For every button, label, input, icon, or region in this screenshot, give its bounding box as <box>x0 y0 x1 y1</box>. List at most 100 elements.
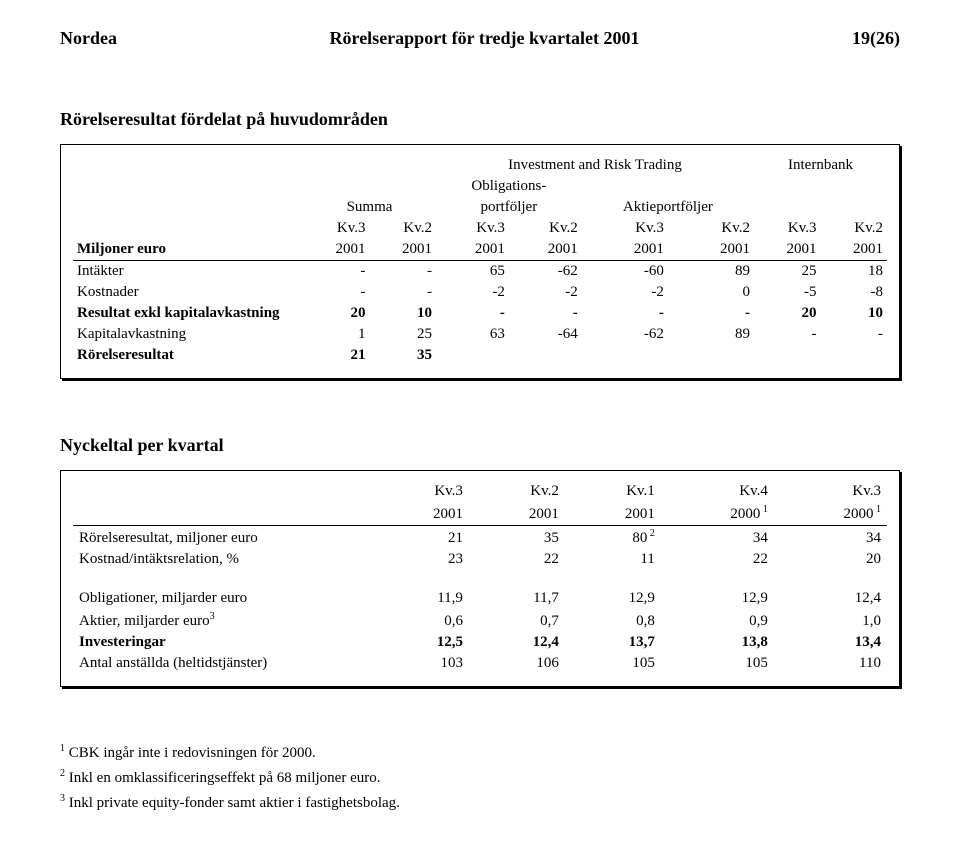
cell: 12,9 <box>661 588 774 609</box>
section2-title: Nyckeltal per kvartal <box>60 435 900 456</box>
table-row: Intäkter--65-62-60892518 <box>73 261 887 283</box>
cell: 12,9 <box>565 588 661 609</box>
t1-col-year: 2001 <box>820 239 887 261</box>
row-label: Investeringar <box>73 632 373 653</box>
cell: 0,8 <box>565 609 661 632</box>
row-label: Rörelseresultat <box>73 345 303 366</box>
cell: 34 <box>774 526 887 550</box>
table1-box: Investment and Risk Trading Internbank O… <box>60 144 900 379</box>
cell <box>509 345 582 366</box>
table-row: Resultat exkl kapitalavkastning2010----2… <box>73 303 887 324</box>
t2-col-kv: Kv.3 <box>774 481 887 502</box>
cell: 13,7 <box>565 632 661 653</box>
cell: -62 <box>509 261 582 283</box>
cell: - <box>303 282 369 303</box>
t2-col-kv: Kv.1 <box>565 481 661 502</box>
row-label: Intäkter <box>73 261 303 283</box>
table-row: Kapitalavkastning12563-64-6289-- <box>73 324 887 345</box>
t2-col-kv: Kv.4 <box>661 481 774 502</box>
row-label: Obligationer, miljarder euro <box>73 588 373 609</box>
table-row: Kostnad/intäktsrelation, %2322112220 <box>73 549 887 570</box>
t1-col-kv: Kv.3 <box>582 218 668 239</box>
cell: -8 <box>820 282 887 303</box>
cell: 0,6 <box>373 609 469 632</box>
cell: 10 <box>820 303 887 324</box>
footnote-3-text: Inkl private equity-fonder samt aktier i… <box>65 795 400 811</box>
cell: - <box>369 261 435 283</box>
cell: - <box>436 303 509 324</box>
cell: 20 <box>774 549 887 570</box>
cell: -2 <box>582 282 668 303</box>
t2-col-year: 2001 <box>469 502 565 526</box>
t1-col-year: 2001 <box>754 239 820 261</box>
footnote-2: 2 Inkl en omklassificeringseffekt på 68 … <box>60 768 900 787</box>
t1-col-kv: Kv.3 <box>303 218 369 239</box>
t1-col-year: 2001 <box>369 239 435 261</box>
page-header: Nordea Rörelserapport för tredje kvartal… <box>60 28 900 49</box>
cell: 11 <box>565 549 661 570</box>
t1-col-year: 2001 <box>582 239 668 261</box>
t1-col-kv: Kv.3 <box>436 218 509 239</box>
table-row: Antal anställda (heltidstjänster)1031061… <box>73 653 887 674</box>
page-root: Nordea Rörelserapport för tredje kvartal… <box>0 0 960 858</box>
t1-row-label: Miljoner euro <box>73 239 303 261</box>
cell: 35 <box>369 345 435 366</box>
cell: 110 <box>774 653 887 674</box>
t1-col-kv: Kv.2 <box>509 218 582 239</box>
table-row: Obligationer, miljarder euro11,911,712,9… <box>73 588 887 609</box>
section1-title: Rörelseresultat fördelat på huvudområden <box>60 109 900 130</box>
table-row: Kostnader---2-2-20-5-8 <box>73 282 887 303</box>
cell: -60 <box>582 261 668 283</box>
row-label: Antal anställda (heltidstjänster) <box>73 653 373 674</box>
row-label: Aktier, miljarder euro3 <box>73 609 373 632</box>
t1-col-kv: Kv.2 <box>369 218 435 239</box>
cell: 0,7 <box>469 609 565 632</box>
cell: 0 <box>668 282 754 303</box>
cell: -64 <box>509 324 582 345</box>
cell: 0,9 <box>661 609 774 632</box>
cell <box>668 345 754 366</box>
cell: -62 <box>582 324 668 345</box>
footnote-1: 1 CBK ingår inte i redovisningen för 200… <box>60 743 900 762</box>
cell: 12,4 <box>774 588 887 609</box>
cell: 65 <box>436 261 509 283</box>
cell: -2 <box>509 282 582 303</box>
row-label: Rörelseresultat, miljoner euro <box>73 526 373 550</box>
t1-col-year: 2001 <box>668 239 754 261</box>
t2-col-year: 2001 <box>373 502 469 526</box>
table-row: Aktier, miljarder euro30,60,70,80,91,0 <box>73 609 887 632</box>
row-label: Resultat exkl kapitalavkastning <box>73 303 303 324</box>
table-row: Rörelseresultat2135 <box>73 345 887 366</box>
t1-sub-summa: Summa <box>303 197 436 218</box>
cell: 1,0 <box>774 609 887 632</box>
t1-col-year: 2001 <box>436 239 509 261</box>
table-row: Investeringar12,512,413,713,813,4 <box>73 632 887 653</box>
t2-col-kv: Kv.3 <box>373 481 469 502</box>
t1-col-year: 2001 <box>303 239 369 261</box>
cell: 21 <box>373 526 469 550</box>
footnotes: 1 CBK ingår inte i redovisningen för 200… <box>60 743 900 812</box>
cell <box>820 345 887 366</box>
row-label: Kostnad/intäktsrelation, % <box>73 549 373 570</box>
cell: - <box>668 303 754 324</box>
row-label: Kostnader <box>73 282 303 303</box>
table-row: Rörelseresultat, miljoner euro213580 234… <box>73 526 887 550</box>
cell: 13,4 <box>774 632 887 653</box>
row-label: Kapitalavkastning <box>73 324 303 345</box>
cell: - <box>754 324 820 345</box>
t2-col-year: 2000 1 <box>661 502 774 526</box>
table2-box: Kv.3Kv.2Kv.1Kv.4Kv.3 2001200120012000 12… <box>60 470 900 687</box>
cell: 20 <box>303 303 369 324</box>
cell: 12,5 <box>373 632 469 653</box>
table1: Investment and Risk Trading Internbank O… <box>73 155 887 366</box>
cell: 25 <box>754 261 820 283</box>
cell: 18 <box>820 261 887 283</box>
table2: Kv.3Kv.2Kv.1Kv.4Kv.3 2001200120012000 12… <box>73 481 887 674</box>
cell: -5 <box>754 282 820 303</box>
t1-col-kv: Kv.3 <box>754 218 820 239</box>
footnote-2-text: Inkl en omklassificeringseffekt på 68 mi… <box>65 770 380 786</box>
footnote-1-text: CBK ingår inte i redovisningen för 2000. <box>69 745 316 761</box>
cell: 89 <box>668 261 754 283</box>
cell: 13,8 <box>661 632 774 653</box>
header-left: Nordea <box>60 28 117 49</box>
